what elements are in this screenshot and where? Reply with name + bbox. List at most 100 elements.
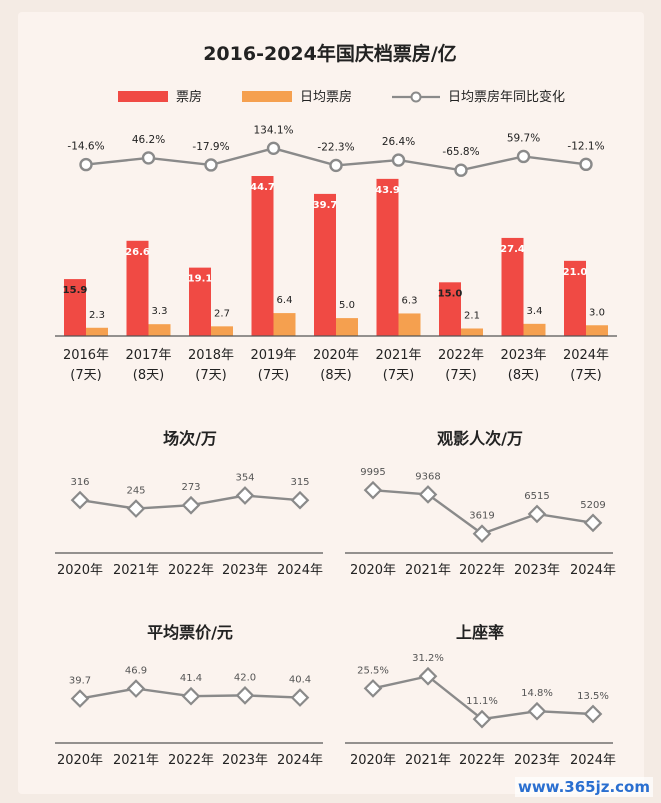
legend-label-box-office: 票房 <box>176 89 202 105</box>
panel-x-tick-label: 2022年 <box>459 753 505 768</box>
box-office-data-label: 19.1 <box>188 274 213 285</box>
yoy-point <box>79 157 93 172</box>
panel-title: 平均票价/元 <box>147 623 233 642</box>
x-tick-label-year: 2020年 <box>313 348 359 363</box>
yoy-point <box>454 163 468 177</box>
daily-average-bar <box>273 313 296 336</box>
daily-average-bar <box>148 324 171 336</box>
yoy-data-label: -12.1% <box>567 140 604 152</box>
panel-x-tick-label: 2021年 <box>113 753 159 768</box>
legend-marker-yoy <box>410 91 422 103</box>
daily-average-bar <box>398 313 421 336</box>
panel-point <box>363 480 383 500</box>
panel-point <box>126 499 146 518</box>
panel-x-tick-label: 2020年 <box>350 753 396 768</box>
daily-average-data-label: 2.7 <box>214 308 230 319</box>
panel-point <box>527 701 547 721</box>
legend-swatch-box-office <box>118 91 168 102</box>
panel-title: 上座率 <box>456 623 504 642</box>
panel-x-tick-label: 2021年 <box>113 563 159 578</box>
yoy-data-label: -14.6% <box>67 141 104 153</box>
daily-average-data-label: 3.3 <box>152 306 168 317</box>
panel-point <box>126 679 146 698</box>
panel-data-label: 25.5% <box>357 665 389 676</box>
panel-data-label: 6515 <box>524 491 549 502</box>
box-office-bar <box>501 237 524 336</box>
panel-x-tick-label: 2024年 <box>570 563 616 578</box>
panel-point <box>583 704 603 724</box>
daily-average-data-label: 3.0 <box>589 307 605 318</box>
panel-data-label: 41.4 <box>180 673 202 684</box>
panel-data-label: 315 <box>290 477 309 488</box>
panel-point <box>70 490 90 510</box>
daily-average-bar <box>211 326 233 336</box>
panel-x-tick-label: 2024年 <box>570 753 616 768</box>
panel-point <box>70 689 90 708</box>
box-office-data-label: 43.9 <box>375 185 400 196</box>
x-tick-label-year: 2019年 <box>250 348 296 363</box>
panel-data-label: 42.0 <box>234 672 256 683</box>
box-office-data-label: 21.0 <box>563 267 588 278</box>
panel-point <box>290 490 310 510</box>
panel-data-label: 273 <box>181 482 200 493</box>
x-tick-label-days: (8天) <box>320 368 351 383</box>
panel-x-tick-label: 2023年 <box>514 563 560 578</box>
box-office-data-label: 44.7 <box>250 182 275 193</box>
panel-point <box>235 686 255 705</box>
daily-average-bar <box>586 325 608 336</box>
panel-data-label: 9368 <box>415 471 440 482</box>
x-tick-label-year: 2022年 <box>438 348 484 363</box>
panel-x-tick-label: 2022年 <box>459 563 505 578</box>
box-office-data-label: 15.0 <box>438 288 463 299</box>
panel-x-tick-label: 2024年 <box>277 753 323 768</box>
daily-average-data-label: 5.0 <box>339 300 355 311</box>
panel-point <box>527 504 547 524</box>
yoy-point <box>391 153 406 167</box>
legend-swatch-daily-average <box>242 91 292 102</box>
panel-data-label: 13.5% <box>577 691 609 702</box>
yoy-data-label: -17.9% <box>192 141 229 153</box>
panel-x-tick-label: 2024年 <box>277 563 323 578</box>
chart-title: 2016-2024年国庆档票房/亿 <box>203 42 457 65</box>
panel-data-label: 11.1% <box>466 696 498 707</box>
yoy-point <box>266 141 281 156</box>
x-tick-label-days: (7天) <box>258 368 289 383</box>
legend-label-yoy: 日均票房年同比变化 <box>448 89 565 105</box>
panel-point <box>290 688 310 707</box>
daily-average-data-label: 6.3 <box>402 295 418 306</box>
panel-point <box>472 709 492 729</box>
panel-title: 场次/万 <box>163 429 217 448</box>
panel-point <box>181 686 201 706</box>
x-tick-label-days: (7天) <box>70 368 101 383</box>
panel-x-tick-label: 2022年 <box>168 753 214 768</box>
panel-data-label: 354 <box>235 473 254 484</box>
panel-data-label: 245 <box>126 486 145 497</box>
x-tick-label-year: 2018年 <box>188 348 234 363</box>
yoy-data-label: 134.1% <box>253 124 293 136</box>
x-tick-label-days: (7天) <box>195 368 226 383</box>
x-tick-label-days: (8天) <box>133 368 164 383</box>
panel-x-tick-label: 2021年 <box>405 563 451 578</box>
panel-point <box>235 486 255 505</box>
daily-average-bar <box>523 323 546 336</box>
x-tick-label-year: 2024年 <box>563 348 609 363</box>
panel-data-label: 31.2% <box>412 653 444 664</box>
panel-x-tick-label: 2023年 <box>222 753 268 768</box>
x-tick-label-days: (7天) <box>383 368 414 383</box>
yoy-point <box>204 158 218 172</box>
yoy-data-label: -22.3% <box>317 141 354 153</box>
panel-data-label: 9995 <box>360 467 385 478</box>
box-office-data-label: 39.7 <box>313 200 338 211</box>
yoy-data-label: 59.7% <box>507 132 540 144</box>
daily-average-bar <box>461 328 483 336</box>
panel-data-label: 316 <box>70 477 89 488</box>
box-office-data-label: 27.4 <box>500 244 525 255</box>
panel-data-label: 5209 <box>580 500 605 511</box>
panel-point <box>583 513 603 533</box>
legend-label-daily-average: 日均票房 <box>300 89 352 105</box>
box-office-bar <box>64 279 86 336</box>
panel-data-label: 14.8% <box>521 688 553 699</box>
panel-data-label: 46.9 <box>125 666 147 677</box>
